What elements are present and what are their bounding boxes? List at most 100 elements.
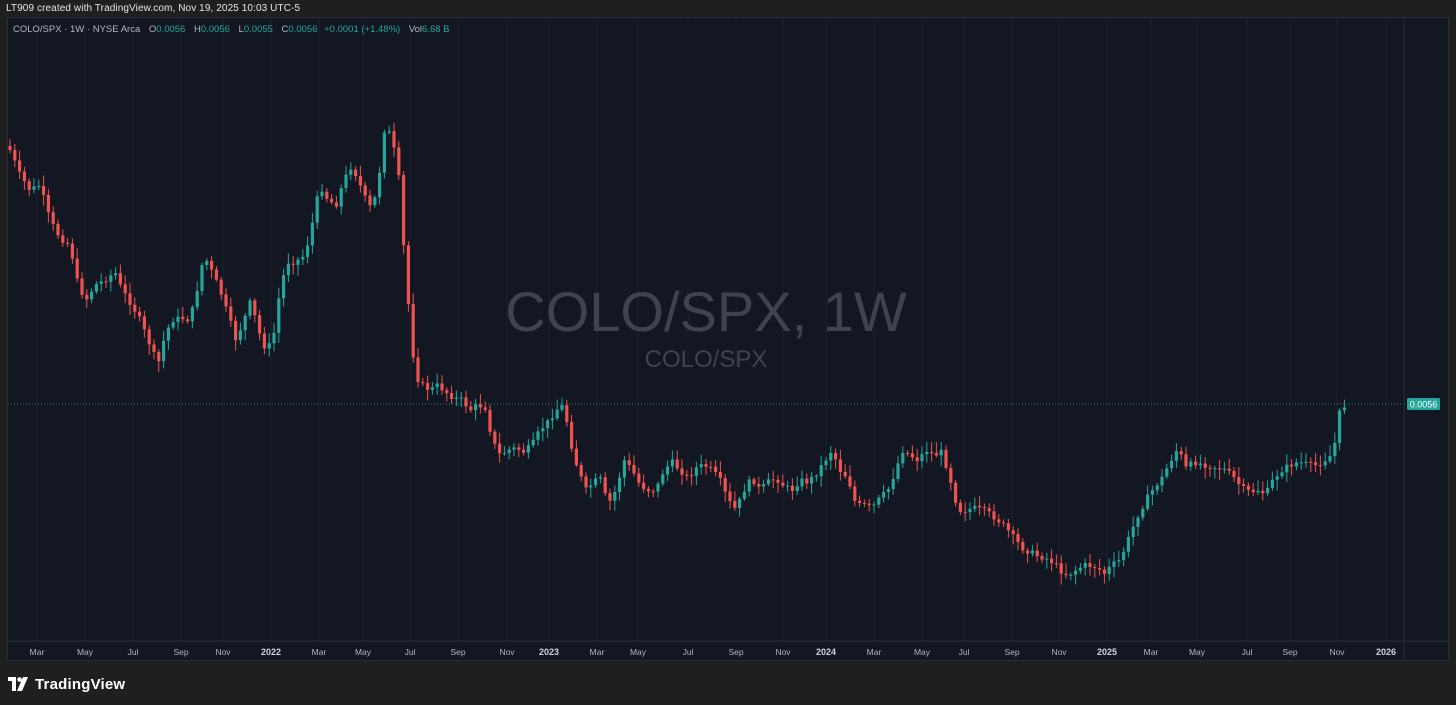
x-tick-label: 2022 [261, 647, 281, 657]
candle-body [99, 281, 103, 284]
x-tick-label: Jul [128, 647, 139, 657]
candle-body [814, 476, 818, 478]
candle-body [522, 449, 526, 453]
candle-body [1222, 468, 1226, 470]
candle-body [517, 447, 521, 450]
candle-body [882, 492, 886, 498]
candle-body [584, 476, 588, 488]
candle-body [1299, 462, 1303, 464]
candle-body [1107, 566, 1111, 574]
candle-body [613, 492, 617, 501]
candle-body [829, 453, 833, 461]
candle-body [1045, 558, 1049, 560]
candle-body [128, 293, 132, 305]
candle-body [70, 243, 74, 259]
candle-body [1294, 462, 1298, 467]
candle-body [1002, 522, 1006, 524]
candle-body [762, 484, 766, 487]
candle-body [1256, 490, 1260, 493]
x-tick-label: Nov [1051, 647, 1067, 657]
candle-body [210, 260, 214, 270]
tradingview-brand[interactable]: TradingView [8, 674, 125, 694]
candle-body [411, 304, 415, 358]
legend-vol-label: Vol [408, 24, 423, 35]
candle-body [536, 431, 540, 440]
candle-body [1054, 563, 1058, 565]
candle-body [195, 291, 199, 308]
candle-body [315, 196, 319, 223]
candle-body [1112, 561, 1116, 567]
candle-body [1050, 558, 1054, 564]
candle-body [1006, 523, 1010, 531]
candle-body [526, 445, 530, 453]
candle-body [1266, 488, 1270, 494]
candle-body [469, 406, 473, 411]
candle-body [555, 409, 559, 419]
candle-body [27, 181, 31, 190]
candle-body [1285, 464, 1289, 473]
candle-body [810, 476, 814, 484]
candle-body [224, 294, 228, 307]
candle-body [992, 511, 996, 520]
x-tick-label: Nov [215, 647, 231, 657]
candle-body [320, 191, 324, 197]
candle-body [666, 466, 670, 475]
candle-body [152, 344, 156, 352]
candle-body [546, 420, 550, 429]
candle-body [166, 327, 170, 341]
candle-body [968, 508, 972, 512]
candle-body [694, 467, 698, 476]
candle-body [262, 333, 266, 349]
candle-body [354, 169, 358, 176]
candle-body [498, 443, 502, 454]
x-tick-label: Mar [1144, 647, 1159, 657]
candle-body [1275, 476, 1279, 480]
candle-body [387, 131, 391, 133]
candle-body [176, 316, 180, 323]
candle-body [1059, 563, 1063, 574]
candle-body [997, 519, 1001, 523]
chart-caption: LT909 created with TradingView.com, Nov … [6, 3, 301, 14]
candle-body [238, 330, 242, 341]
chart-pane[interactable] [7, 17, 1449, 661]
candle-body [838, 459, 842, 472]
candle-body [325, 191, 329, 199]
candles [8, 122, 1346, 585]
candle-body [440, 383, 444, 391]
candle-body [603, 477, 607, 494]
candle-body [51, 212, 55, 224]
x-tick-label: Mar [867, 647, 882, 657]
candle-body [1040, 556, 1044, 560]
candle-body [205, 260, 209, 265]
candle-body [800, 478, 804, 487]
legend-open-value: 0.0056 [156, 24, 186, 35]
candle-body [747, 479, 751, 492]
x-tick-label: 2026 [1376, 647, 1396, 657]
candle-body [1179, 451, 1183, 455]
candle-body [920, 454, 924, 462]
candle-body [565, 405, 569, 423]
candle-body [661, 474, 665, 484]
candle-body [416, 357, 420, 382]
candle-body [867, 503, 871, 505]
candle-body [795, 486, 799, 491]
candle-body [685, 474, 689, 476]
x-tick-label: May [630, 647, 647, 657]
candle-body [253, 300, 257, 316]
candle-body [66, 242, 70, 244]
candle-body [512, 447, 516, 450]
candle-body [1011, 530, 1015, 534]
candle-body [344, 174, 348, 188]
candle-body [646, 488, 650, 492]
candle-body [1280, 472, 1284, 477]
x-tick-label: May [77, 647, 94, 657]
candle-body [1338, 410, 1342, 443]
candle-body [771, 479, 775, 481]
candle-body [277, 298, 281, 333]
candle-body [1088, 563, 1092, 567]
candle-body [589, 485, 593, 488]
candle-body [435, 383, 439, 388]
x-tick-label: Mar [590, 647, 605, 657]
candle-body [906, 453, 910, 454]
